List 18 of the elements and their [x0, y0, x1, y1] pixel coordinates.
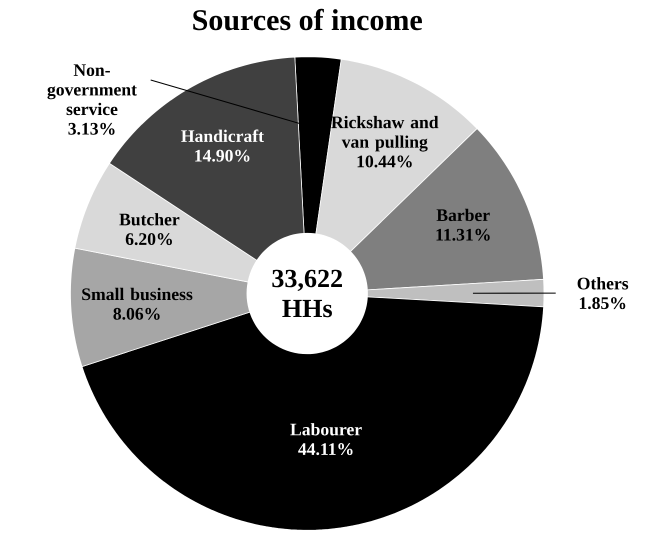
- data-label: 6.20%: [126, 233, 172, 246]
- data-label: 8.06%: [113, 308, 160, 320]
- text: 33,622 HHs: [272, 270, 342, 318]
- slice-label: Rickshaw and van pulling: [331, 116, 438, 152]
- data-label: 10.44%: [358, 155, 412, 168]
- data-label: 3.13%: [68, 122, 115, 135]
- slice-label: Small business: [82, 288, 192, 300]
- slice-label: Non-government service: [47, 64, 137, 116]
- data-label: 1.85%: [580, 297, 626, 310]
- slice-label: Others: [578, 277, 628, 290]
- slice-label: Labourer: [290, 422, 362, 436]
- chart-title: Sources of income: [193, 8, 422, 30]
- slice-label: Butcher: [119, 212, 180, 226]
- data-label: 14.90%: [195, 150, 250, 162]
- data-label: 44.11%: [298, 443, 353, 456]
- slice-label: Handicraft: [181, 129, 264, 142]
- slice-label: Barber: [436, 208, 490, 222]
- data-label: 11.31%: [436, 228, 490, 241]
